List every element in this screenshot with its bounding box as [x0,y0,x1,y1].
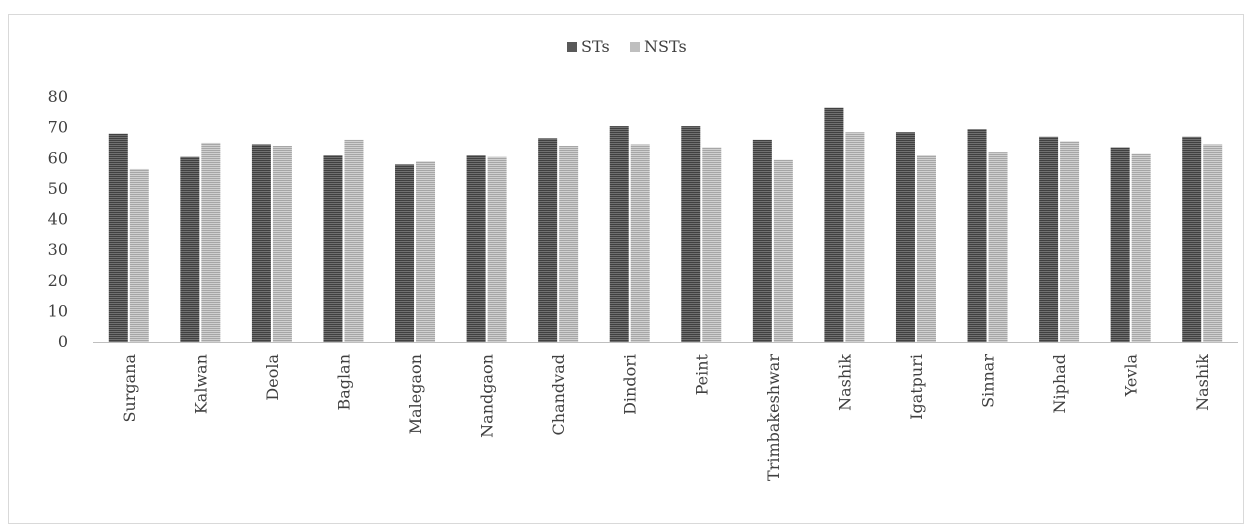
bar-sts-baglan [323,155,343,342]
bar-sts-nashik [1182,136,1202,342]
x-tick-label: Igatpuri [907,354,926,420]
bars [108,107,1223,342]
bar-sts-chandvad [538,138,558,342]
y-tick-label: 0 [58,332,68,351]
x-tick-label: Surgana [120,354,139,423]
bar-nsts-trimbakeshwar [773,159,793,342]
x-tick-label: Trimbakeshwar [764,354,783,481]
bar-nsts-nashik [845,132,865,342]
x-tick-label: Yevla [1122,354,1141,398]
x-tick-label: Nashik [835,354,854,411]
bar-nsts-sinnar [988,152,1008,342]
bar-nsts-baglan [344,139,364,342]
bar-nsts-igatpuri [916,155,936,342]
bar-nsts-dindori [630,144,650,342]
legend-label-sts: STs [581,37,610,56]
bar-sts-sinnar [967,129,987,342]
y-tick-label: 70 [48,118,68,137]
y-axis: 0 10 20 30 40 50 60 70 80 [48,87,68,351]
x-tick-label: Nashik [1193,354,1212,411]
y-tick-label: 10 [48,301,68,320]
bar-nsts-nashik [1203,144,1223,342]
y-tick-label: 60 [48,148,68,167]
x-tick-label: Kalwan [191,354,210,414]
bar-nsts-yevla [1131,153,1151,342]
x-tick-label: Baglan [334,354,353,411]
bar-sts-niphad [1039,136,1059,342]
y-tick-label: 40 [48,210,68,229]
x-tick-label: Deola [263,354,282,401]
bar-sts-trimbakeshwar [752,139,772,342]
bar-sts-peint [681,126,701,342]
bar-nsts-surgana [129,168,149,342]
y-tick-label: 80 [48,87,68,106]
bar-sts-malegaon [395,164,415,342]
legend: STs NSTs [567,37,687,56]
bar-sts-surgana [108,133,128,342]
bar-sts-yevla [1110,147,1130,342]
x-tick-label: Peint [692,353,711,395]
bar-nsts-chandvad [559,146,579,342]
legend-label-nsts: NSTs [644,37,687,56]
bar-nsts-kalwan [201,142,221,342]
y-tick-label: 50 [48,179,68,198]
y-tick-label: 20 [48,271,68,290]
bar-sts-igatpuri [895,132,915,342]
x-tick-label: Chandvad [549,354,568,435]
bar-nsts-peint [702,147,722,342]
legend-swatch-nsts [630,42,640,52]
x-axis: Surgana Kalwan Deola Baglan Malegaon Nandgaon… [93,342,1238,481]
bar-nsts-malegaon [416,161,436,342]
bar-sts-nashik [824,107,844,342]
x-tick-label: Nandgaon [478,354,497,438]
legend-swatch-sts [567,42,577,52]
x-tick-label: Dindori [621,354,640,415]
bar-sts-dindori [609,126,629,342]
x-tick-label: Niphad [1050,354,1069,413]
y-tick-label: 30 [48,240,68,259]
bar-sts-nandgaon [466,155,486,342]
bar-nsts-niphad [1060,141,1080,342]
bar-nsts-nandgaon [487,156,507,342]
bar-sts-kalwan [180,156,200,342]
bar-sts-deola [251,144,271,342]
x-tick-label: Malegaon [406,354,425,434]
bar-nsts-deola [272,146,292,342]
x-tick-label: Sinnar [979,354,998,408]
